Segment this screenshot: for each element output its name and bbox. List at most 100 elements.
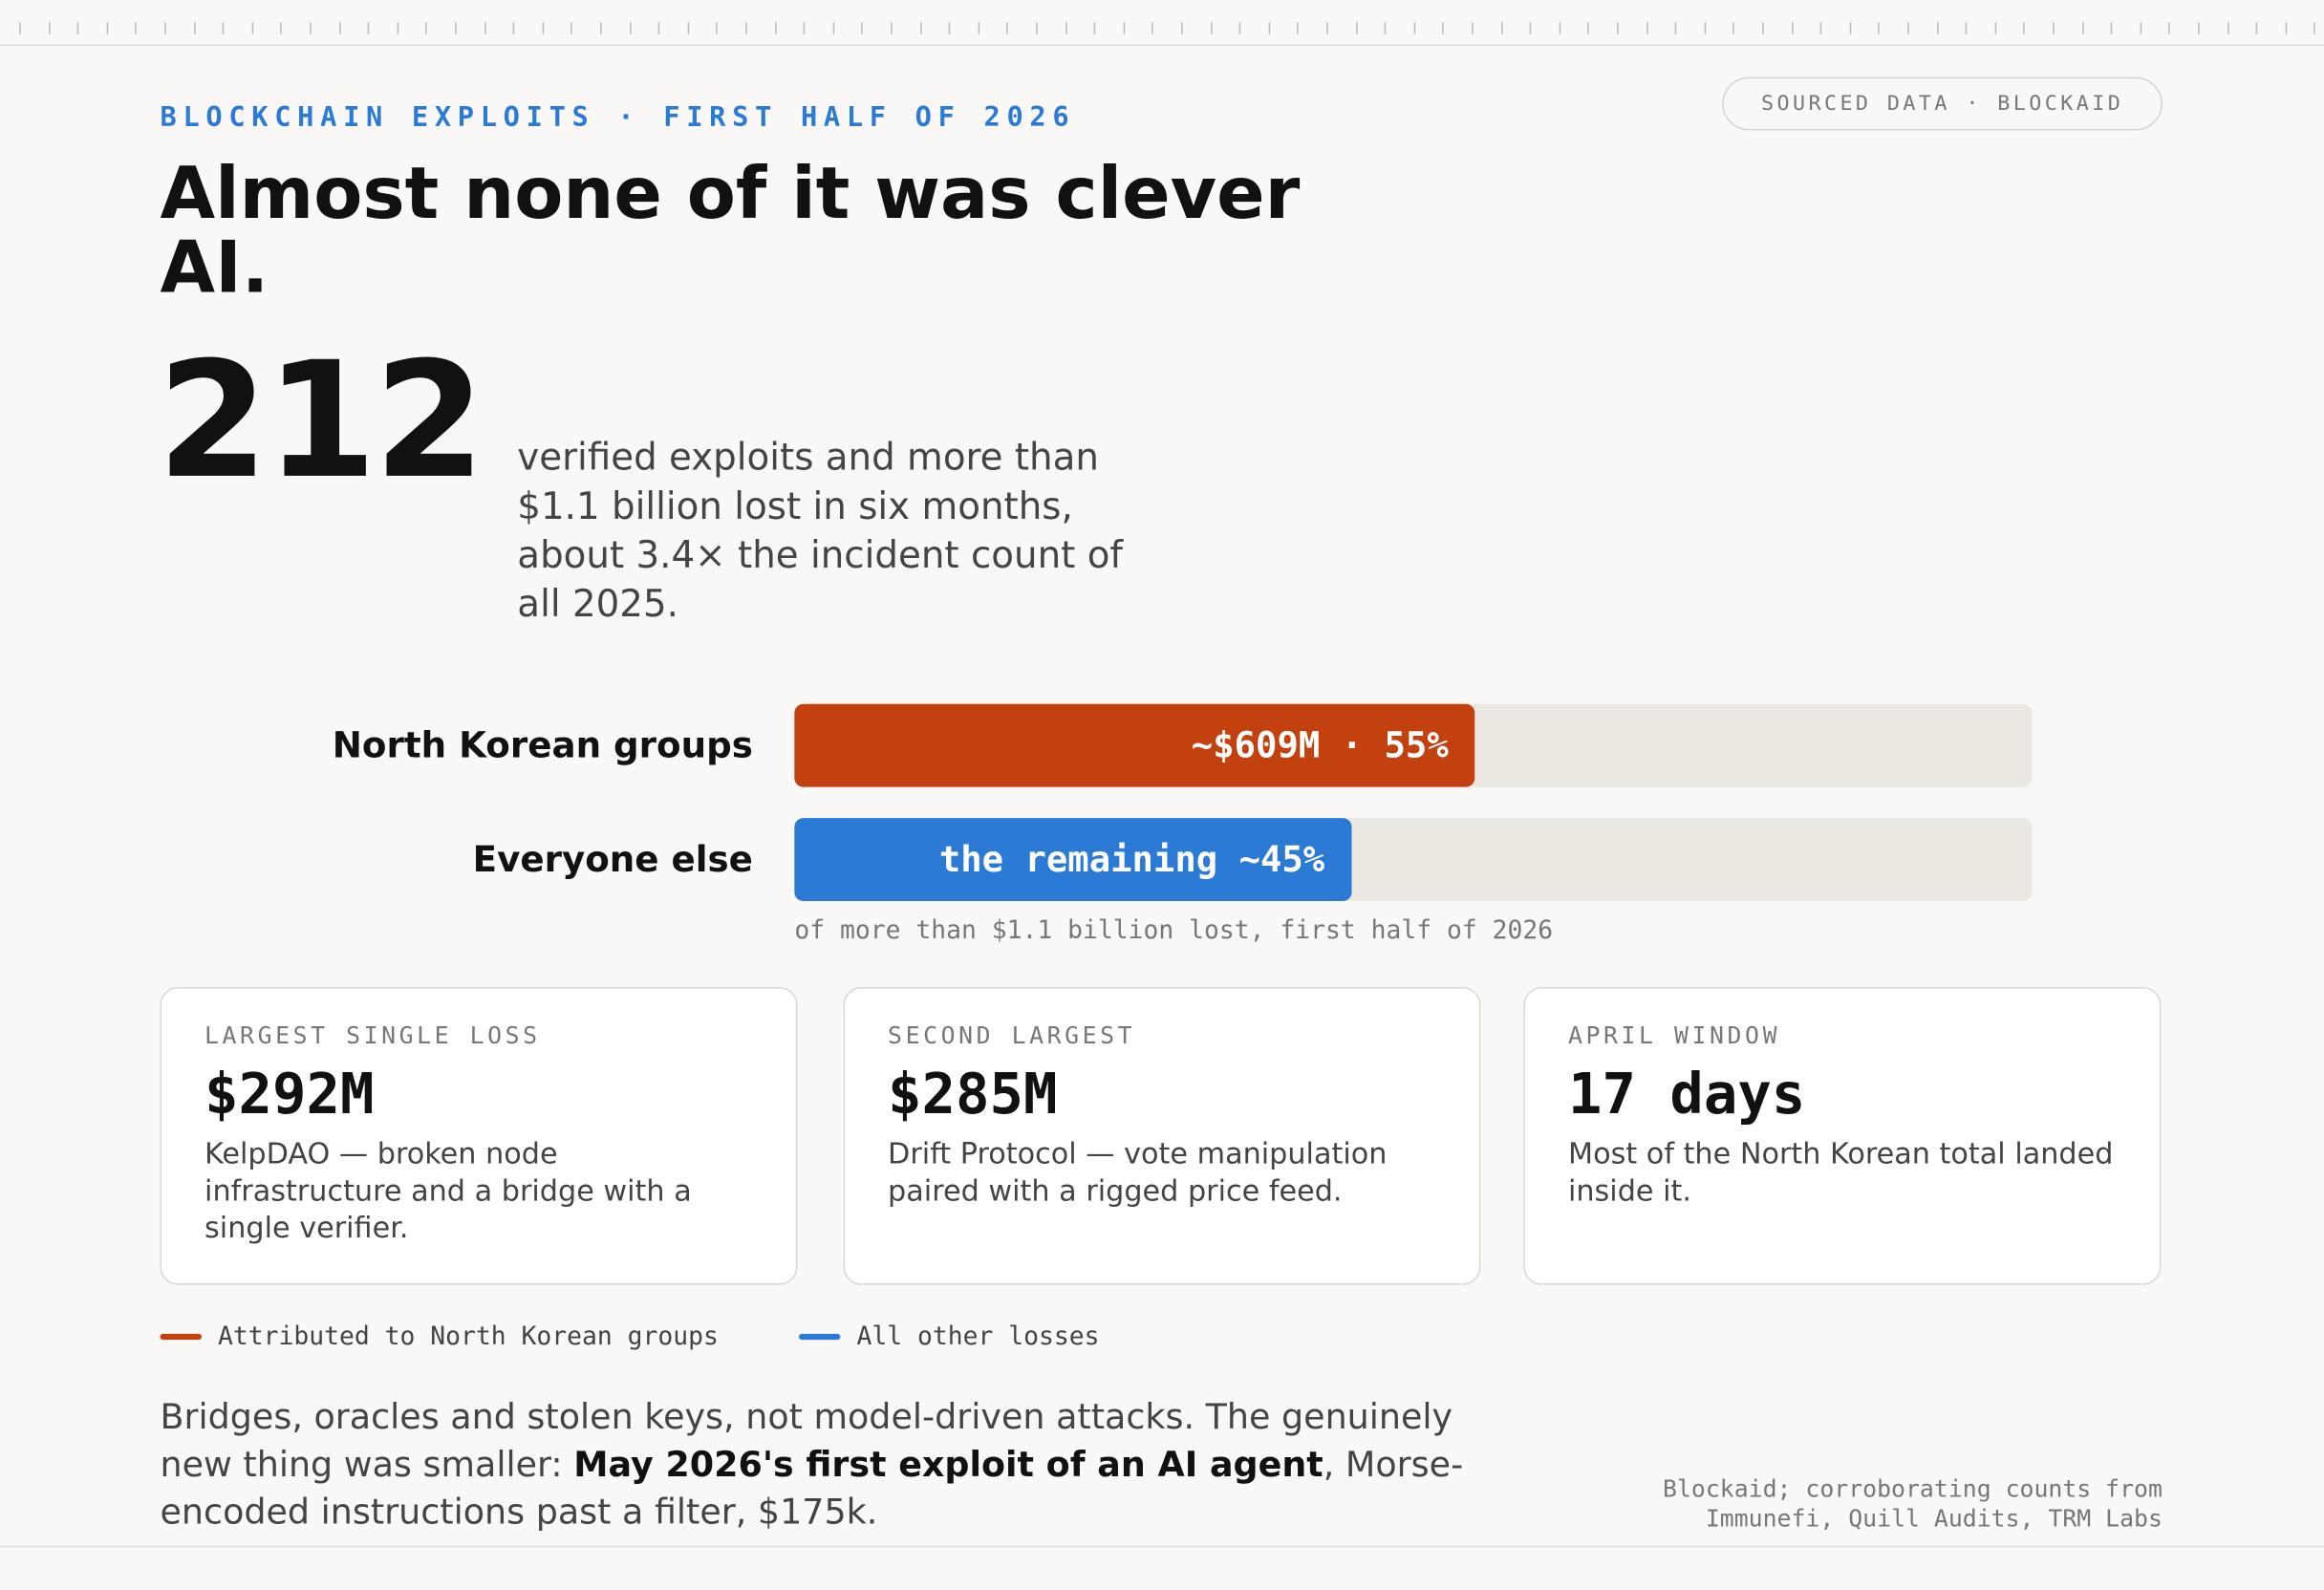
ruler-tick <box>2198 22 2200 34</box>
legend-item: Attributed to North Korean groups <box>160 1319 719 1354</box>
footer-text-part: Bridges, oracles and stolen keys, not mo… <box>160 1396 1453 1486</box>
ruler-tick <box>2140 22 2141 34</box>
ruler-tick <box>2053 22 2055 34</box>
headline-number: 212 <box>157 329 484 515</box>
stat-card: APRIL WINDOW 17 days Most of the North Kor… <box>1523 986 2162 1285</box>
ruler-tick <box>687 22 689 34</box>
ruler-tick <box>1617 22 1619 34</box>
ruler-tick <box>1500 22 1503 34</box>
ruler-tick <box>222 22 225 34</box>
headline-text: verified exploits and more than $1.1 bil… <box>517 436 1124 626</box>
category-label: Everyone else <box>472 838 753 881</box>
footer-text: Bridges, oracles and stolen keys, not mo… <box>161 1393 1479 1536</box>
kicker: BLOCKCHAIN EXPLOITS · FIRST HALF OF 2026 <box>160 102 1076 134</box>
ruler-tick <box>1791 22 1794 34</box>
ruler-tick <box>2168 22 2171 34</box>
ruler-tick <box>2081 22 2084 34</box>
category-label: North Korean groups <box>332 724 753 766</box>
card-label: APRIL WINDOW <box>1567 1021 1781 1050</box>
bar: the remaining ~45% <box>794 818 1352 902</box>
ruler-tick <box>1355 22 1358 34</box>
ruler-tick <box>861 22 864 34</box>
ruler-tick <box>1819 22 1822 34</box>
ruler-tick <box>425 22 428 34</box>
ruler-tick <box>512 22 515 34</box>
value-label: ~$609M · 55% <box>1191 724 1449 766</box>
ruler-tick <box>1529 22 1532 34</box>
ruler-tick <box>803 22 806 34</box>
divider <box>0 1545 2324 1548</box>
ruler-tick <box>919 22 922 34</box>
ruler-tick <box>280 22 283 34</box>
stat-card: SECOND LARGEST $285M Drift Protocol — vote… <box>843 986 1481 1285</box>
ruler-tick <box>2227 22 2229 34</box>
ruler-tick <box>1849 22 1851 34</box>
ruler-tick <box>948 22 951 34</box>
ruler-tick <box>1646 22 1648 34</box>
ruler-tick <box>832 22 834 34</box>
ruler-tick <box>1762 22 1764 34</box>
footer-highlight: May 2026's first exploit of an AI agent <box>573 1443 1323 1486</box>
ruler-tick <box>19 22 21 34</box>
ruler-tick <box>1587 22 1590 34</box>
ruler-tick <box>135 22 138 34</box>
ruler-tick <box>1936 22 1939 34</box>
card-value: $292M <box>204 1061 375 1127</box>
footer-text-part: , Morse-encoded instructions past a filt… <box>160 1443 1464 1533</box>
ruler-tick <box>542 22 544 34</box>
ruler-tick <box>1268 22 1270 34</box>
ruler-tick <box>1907 22 1909 34</box>
ruler-tick <box>1093 22 1096 34</box>
title: Almost none of it was clever AI. <box>160 152 1301 311</box>
badge: SOURCED DATA · BLOCKAID <box>1722 76 2163 131</box>
ruler-tick <box>1994 22 1996 34</box>
ruler-tick <box>251 22 253 34</box>
ruler-tick <box>48 22 51 34</box>
legend-label: All other losses <box>856 1321 1100 1352</box>
ruler-tick <box>76 22 79 34</box>
ruler-tick <box>1065 22 1067 34</box>
legend-swatch <box>160 1333 202 1341</box>
ruler-tick <box>629 22 632 34</box>
ruler-tick <box>1732 22 1735 34</box>
card-text: Drift Protocol — vote manipulation paire… <box>888 1136 1388 1209</box>
bar: ~$609M · 55% <box>794 703 1475 787</box>
ruler-tick <box>2110 22 2113 34</box>
bar-track: the remaining ~45% <box>794 818 2033 902</box>
card-value: 17 days <box>1567 1061 1806 1127</box>
legend-swatch <box>799 1333 841 1341</box>
bar-track: ~$609M · 55% <box>794 703 2033 787</box>
ruler-tick <box>1674 22 1677 34</box>
ruler-tick <box>1006 22 1009 34</box>
card-label: LARGEST SINGLE LOSS <box>204 1021 541 1050</box>
ruler-tick <box>716 22 719 34</box>
ruler-tick <box>1151 22 1154 34</box>
ruler-tick <box>310 22 312 34</box>
ruler-tick <box>1704 22 1706 34</box>
ruler-tick <box>978 22 979 34</box>
ruler <box>0 0 2324 47</box>
card-text: KelpDAO — broken node infrastructure and… <box>204 1136 692 1245</box>
ruler-tick <box>1210 22 1213 34</box>
card-label: SECOND LARGEST <box>888 1021 1136 1050</box>
ruler-tick <box>1413 22 1415 34</box>
ruler-tick <box>657 22 660 34</box>
ruler-tick <box>2023 22 2026 34</box>
ruler-tick <box>455 22 457 34</box>
ruler-tick <box>1559 22 1560 34</box>
stat-card: LARGEST SINGLE LOSS $292M KelpDAO — broken… <box>160 986 798 1285</box>
ruler-tick <box>338 22 341 34</box>
ruler-tick <box>164 22 166 34</box>
ruler-tick <box>600 22 602 34</box>
ruler-tick <box>891 22 893 34</box>
ruler-tick <box>484 22 486 34</box>
ruler-tick <box>2255 22 2258 34</box>
ruler-tick <box>1326 22 1328 34</box>
ruler-tick <box>1965 22 1968 34</box>
value-label: the remaining ~45% <box>938 838 1325 881</box>
legend-label: Attributed to North Korean groups <box>218 1321 719 1352</box>
ruler-tick <box>397 22 398 34</box>
ruler-tick <box>1181 22 1183 34</box>
